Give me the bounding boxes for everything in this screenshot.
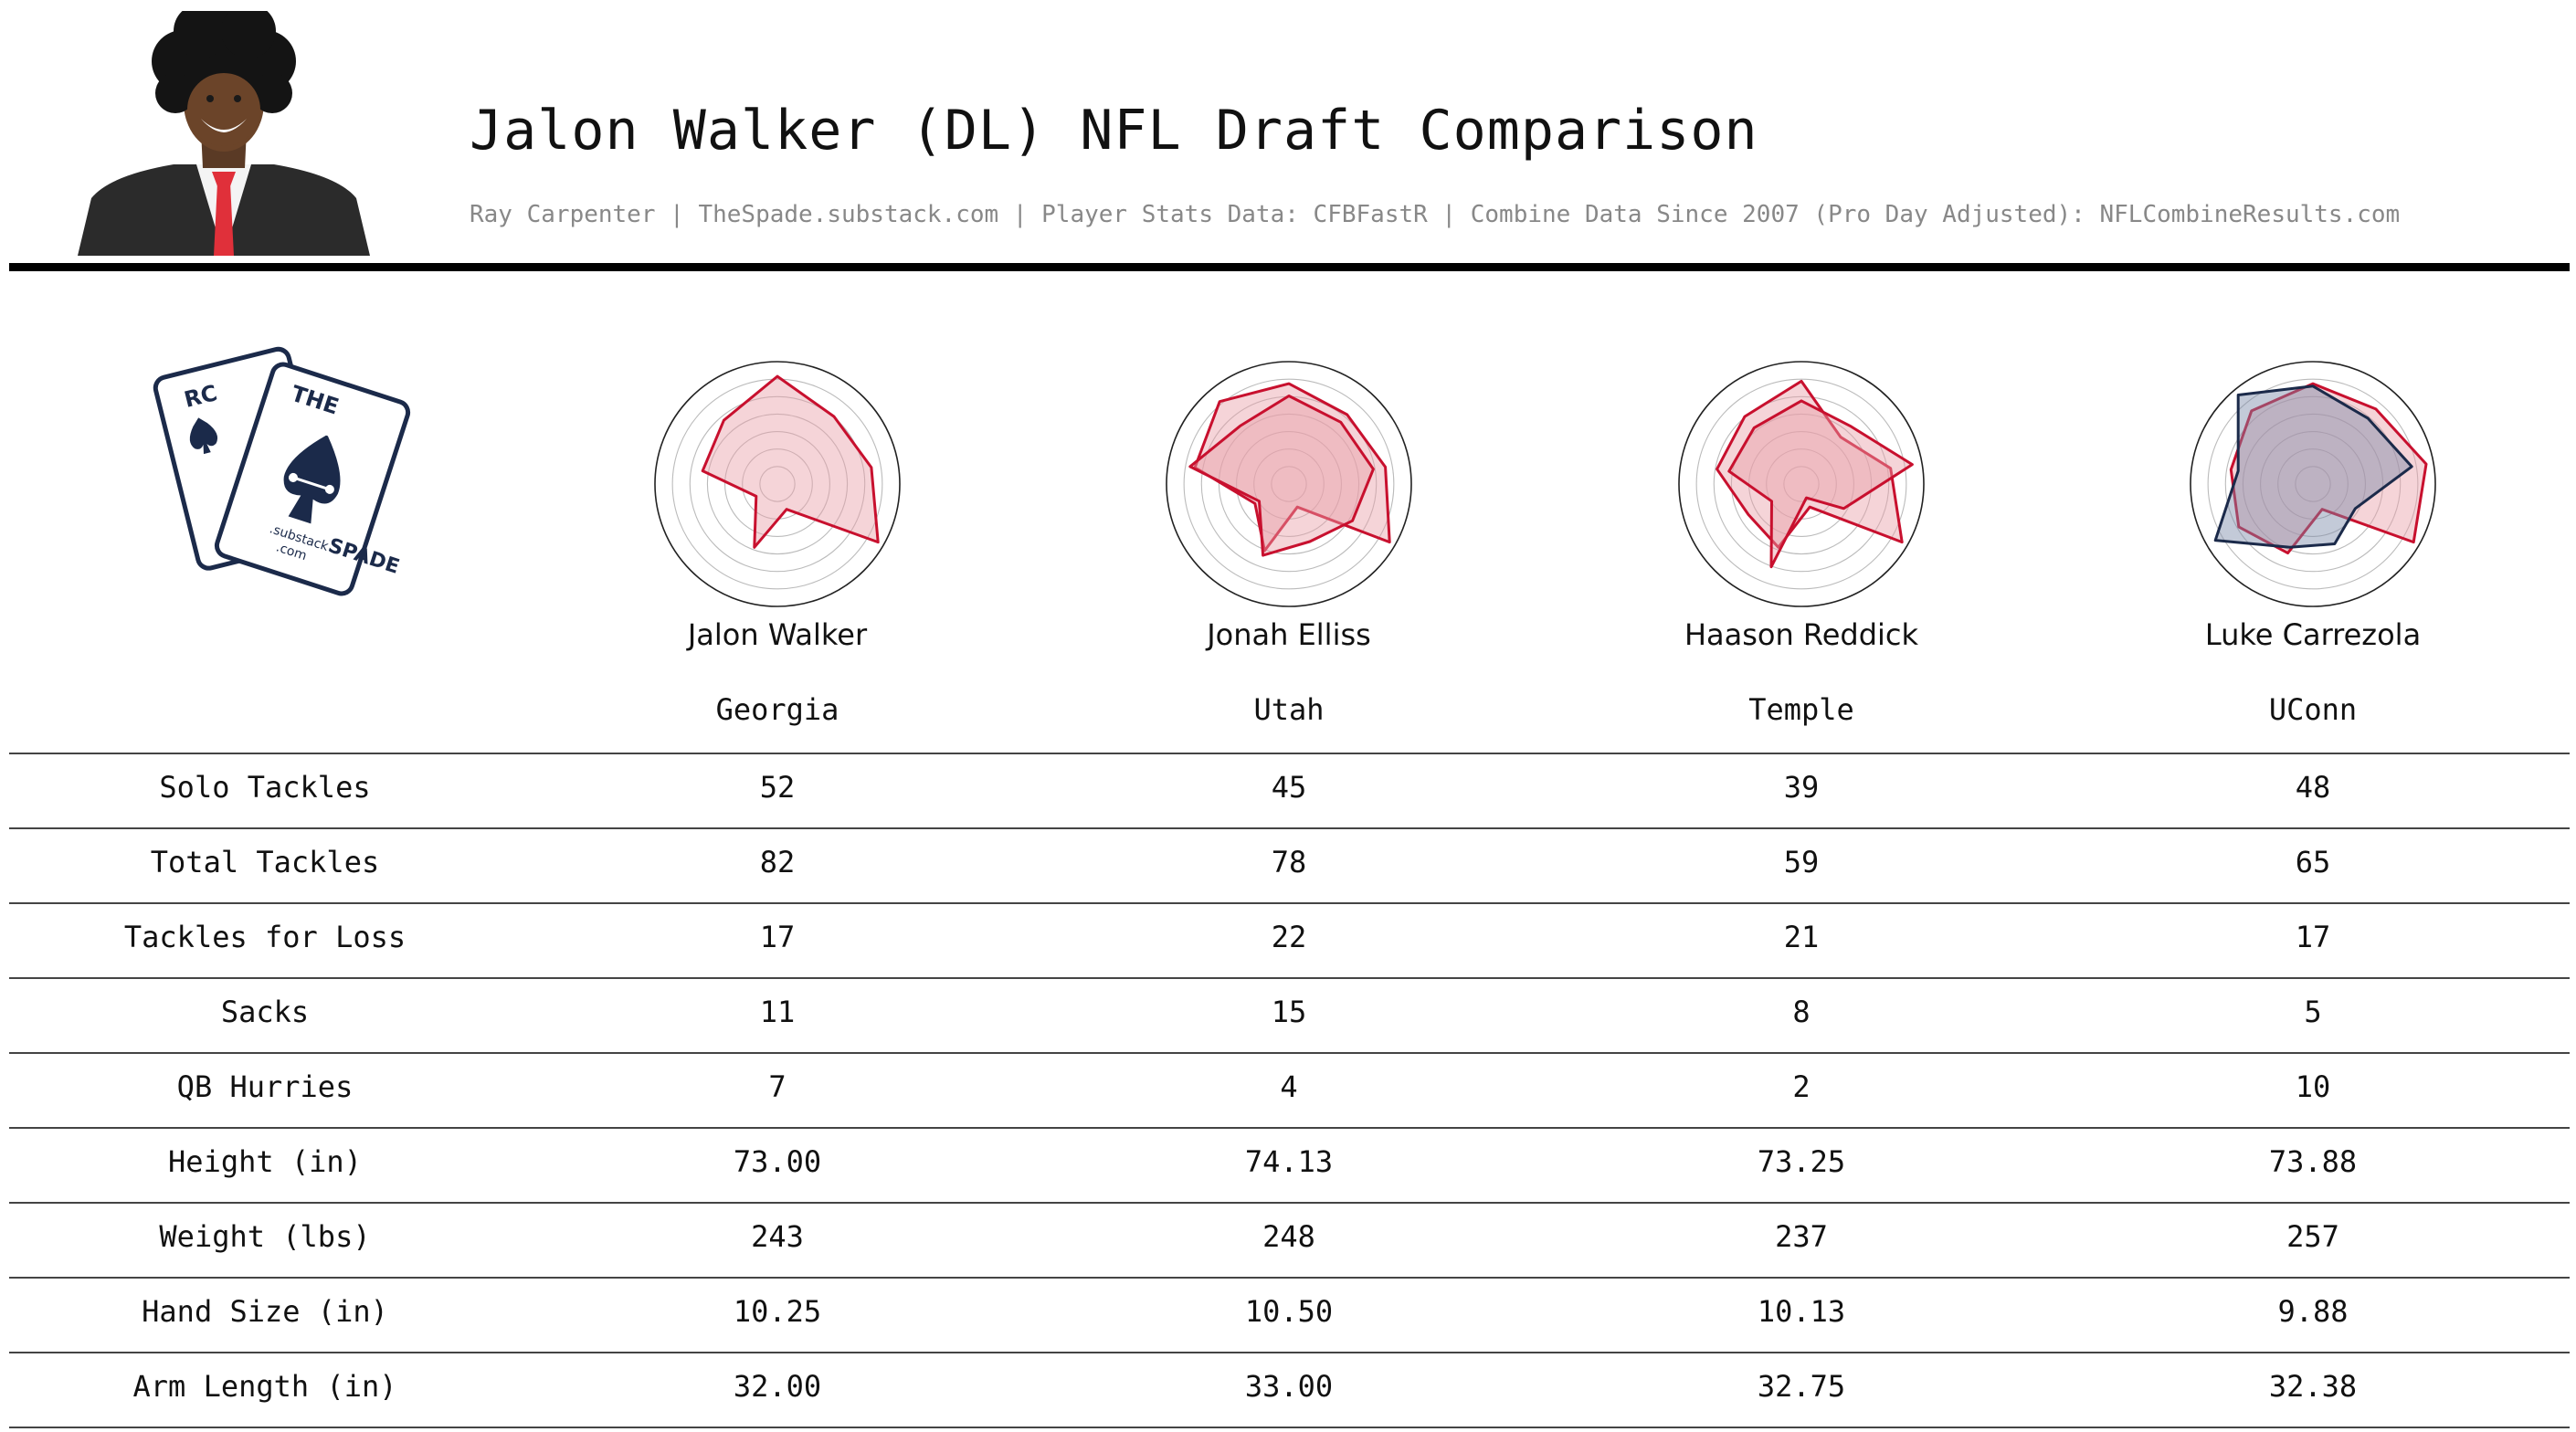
table-cell: 10.13 [1757, 1294, 1846, 1329]
table-cell: 32.38 [2268, 1369, 2358, 1404]
table-cell: 21 [1783, 920, 1820, 954]
table-cell: 10.25 [733, 1294, 822, 1329]
radar-chart-luke-carrezola [2190, 361, 2436, 607]
table-rule [9, 1052, 2570, 1054]
player-name: Luke Carrezola [2204, 617, 2422, 652]
row-label: Hand Size (in) [142, 1294, 388, 1329]
table-cell: 15 [1271, 995, 1307, 1029]
table-cell: 248 [1262, 1219, 1315, 1254]
radar-gridline [759, 466, 796, 502]
table-rule [9, 827, 2570, 829]
table-cell: 59 [1783, 845, 1820, 879]
player-name: Jalon Walker [687, 617, 868, 652]
radar-gridline [2295, 466, 2331, 502]
table-cell: 243 [751, 1219, 804, 1254]
row-label: Total Tackles [150, 845, 380, 879]
table-cell: 11 [759, 995, 796, 1029]
radar-series-1 [2213, 384, 2413, 549]
table-rule [9, 902, 2570, 904]
radar-gridline [671, 378, 883, 590]
table-cell: 74.13 [1244, 1144, 1334, 1179]
radar-outline [1166, 361, 1412, 607]
radar-gridline [2260, 431, 2366, 537]
player-school: UConn [2268, 692, 2358, 727]
table-cell: 17 [759, 920, 796, 954]
row-label: Solo Tackles [159, 770, 371, 805]
radar-gridline [1730, 413, 1873, 555]
radar-gridline [2207, 378, 2419, 590]
table-cell: 257 [2286, 1219, 2339, 1254]
row-label: QB Hurries [176, 1069, 354, 1104]
table-rule [9, 1352, 2570, 1353]
radar-outline [1678, 361, 1925, 607]
table-cell: 10 [2295, 1069, 2331, 1104]
row-label: Sacks [220, 995, 310, 1029]
table-cell: 73.25 [1757, 1144, 1846, 1179]
table-cell: 73.00 [733, 1144, 822, 1179]
table-cell: 73.88 [2268, 1144, 2358, 1179]
row-label: Height (in) [168, 1144, 362, 1179]
row-label: Arm Length (in) [132, 1369, 397, 1404]
table-cell: 17 [2295, 920, 2331, 954]
player-school: Utah [1253, 692, 1325, 727]
row-label: Tackles for Loss [123, 920, 406, 954]
player-school: Temple [1748, 692, 1854, 727]
radar-gridline [1695, 378, 1907, 590]
table-cell: 8 [1792, 995, 1811, 1029]
table-cell: 39 [1783, 770, 1820, 805]
radar-chart-jalon-walker [654, 361, 901, 607]
table-cell: 32.00 [733, 1369, 822, 1404]
table-cell: 7 [768, 1069, 787, 1104]
radar-series-0 [2229, 382, 2428, 555]
radar-gridline [724, 431, 830, 537]
player-photo [78, 11, 370, 256]
page-subtitle: Ray Carpenter | TheSpade.substack.com | … [470, 201, 2401, 228]
radar-gridline [1783, 466, 1820, 502]
table-cell: 33.00 [1244, 1369, 1334, 1404]
radar-gridline [706, 413, 849, 555]
page-title: Jalon Walker (DL) NFL Draft Comparison [470, 99, 1758, 163]
table-cell: 82 [759, 845, 796, 879]
radar-gridline [1218, 413, 1360, 555]
table-rule [9, 753, 2570, 754]
radar-series-1 [1727, 399, 1914, 569]
table-cell: 32.75 [1757, 1369, 1846, 1404]
table-cell: 65 [2295, 845, 2331, 879]
table-rule [9, 977, 2570, 979]
row-label: Weight (lbs) [159, 1219, 371, 1254]
table-rule [9, 1277, 2570, 1279]
radar-gridline [1236, 431, 1342, 537]
table-cell: 10.50 [1244, 1294, 1334, 1329]
radar-series-1 [1188, 395, 1375, 557]
radar-series-0 [701, 374, 880, 549]
radar-outline [2190, 361, 2436, 607]
player-school: Georgia [715, 692, 839, 727]
radar-gridline [2224, 395, 2402, 573]
table-cell: 4 [1280, 1069, 1298, 1104]
table-cell: 48 [2295, 770, 2331, 805]
the-spade-logo: RC THE SPADE .substack .com [153, 346, 411, 596]
radar-gridline [1183, 378, 1395, 590]
radar-outline [654, 361, 901, 607]
player-name: Jonah Elliss [1207, 617, 1371, 652]
table-rule [9, 1427, 2570, 1428]
table-cell: 9.88 [2277, 1294, 2349, 1329]
radar-chart-jonah-elliss [1166, 361, 1412, 607]
table-cell: 237 [1775, 1219, 1828, 1254]
radar-gridline [689, 395, 866, 573]
table-cell: 22 [1271, 920, 1307, 954]
radar-gridline [1713, 395, 1890, 573]
player-name: Haason Reddick [1684, 617, 1919, 652]
table-cell: 78 [1271, 845, 1307, 879]
table-cell: 52 [759, 770, 796, 805]
table-cell: 45 [1271, 770, 1307, 805]
table-rule [9, 1202, 2570, 1204]
radar-gridline [1271, 466, 1307, 502]
radar-gridline [2242, 413, 2384, 555]
table-cell: 5 [2304, 995, 2322, 1029]
table-cell: 2 [1792, 1069, 1811, 1104]
header-divider [9, 263, 2570, 271]
table-rule [9, 1127, 2570, 1129]
radar-chart-haason-reddick [1678, 361, 1925, 607]
